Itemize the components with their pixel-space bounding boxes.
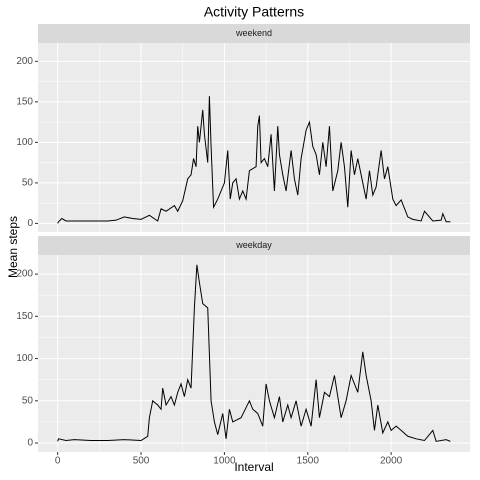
y-tick-label: 100 (16, 353, 33, 364)
x-tick-label: 1000 (213, 456, 236, 467)
y-tick-label: 0 (27, 438, 33, 449)
x-tick-label: 500 (133, 456, 150, 467)
strip (38, 24, 470, 43)
x-tick-label: 1500 (297, 456, 320, 467)
strip (38, 236, 470, 255)
y-tick-label: 150 (16, 96, 33, 107)
x-tick-label: 0 (55, 456, 61, 467)
y-tick-label: 50 (22, 395, 34, 406)
y-tick-label: 100 (16, 137, 33, 148)
data-line (57, 96, 451, 224)
x-tick-label: 2000 (380, 456, 403, 467)
strip-label: weekday (235, 240, 272, 250)
y-tick-label: 200 (16, 56, 33, 67)
strip-label: weekend (235, 28, 272, 38)
y-tick-label: 50 (22, 178, 34, 189)
y-axis-label: Mean steps (6, 216, 20, 278)
y-tick-label: 200 (16, 269, 33, 280)
x-axis-label: Interval (234, 460, 273, 474)
panel (38, 255, 470, 452)
data-line (57, 264, 451, 442)
y-tick-label: 150 (16, 311, 33, 322)
panel (38, 43, 470, 232)
chart-title: Activity Patterns (204, 4, 304, 20)
y-tick-label: 0 (27, 218, 33, 229)
